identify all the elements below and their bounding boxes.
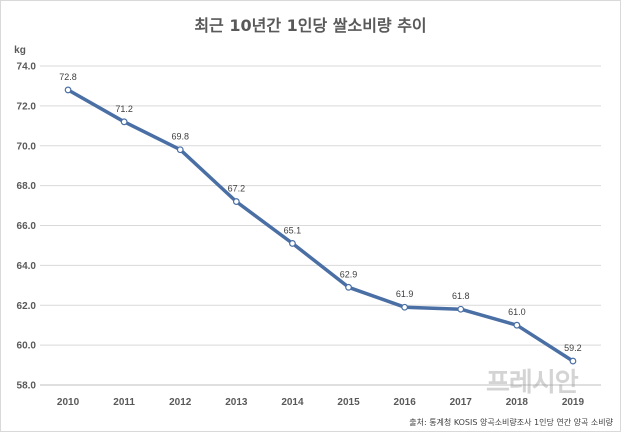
data-label: 71.2	[115, 104, 133, 114]
data-label: 59.2	[564, 343, 582, 353]
data-label: 61.8	[452, 291, 470, 301]
x-tick-label: 2015	[337, 397, 360, 408]
data-point	[176, 146, 184, 154]
y-tick-label: 62.0	[17, 301, 37, 312]
data-point	[401, 303, 409, 311]
x-tick-label: 2012	[169, 397, 192, 408]
x-tick-label: 2014	[281, 397, 304, 408]
x-tick-label: 2011	[113, 397, 135, 408]
source-note: 출처: 통계청 KOSIS 양곡소비량조사 1인당 연간 양곡 소비량	[409, 418, 613, 427]
data-point	[513, 321, 521, 329]
y-tick-label: 70.0	[17, 141, 37, 152]
data-label: 62.9	[340, 269, 358, 279]
data-point	[64, 86, 72, 94]
y-tick-label: 64.0	[17, 261, 37, 272]
data-label: 67.2	[228, 184, 246, 194]
data-point	[232, 198, 240, 205]
y-tick-label: 66.0	[17, 221, 37, 232]
y-tick-label: 74.0	[17, 62, 37, 73]
data-point	[345, 283, 352, 291]
x-tick-label: 2013	[225, 397, 248, 408]
series-line	[66, 88, 575, 363]
data-label: 72.8	[59, 72, 77, 82]
data-point	[569, 357, 577, 365]
x-tick-label: 2010	[57, 397, 80, 408]
y-tick-label: 60.0	[17, 341, 37, 352]
chart-title: 최근 10년간 1인당 쌀소비량 추이	[194, 16, 427, 35]
data-label: 61.0	[508, 307, 526, 317]
y-tick-label: 68.0	[17, 181, 37, 192]
data-point	[120, 118, 128, 126]
x-tick-label: 2016	[394, 397, 417, 408]
data-label: 65.1	[284, 225, 302, 235]
x-tick-label: 2017	[450, 397, 473, 408]
data-label: 61.9	[396, 289, 414, 299]
x-tick-label: 2019	[562, 397, 585, 408]
watermark-logo: 프레시안	[486, 368, 579, 398]
y-axis-unit: kg	[14, 45, 26, 56]
y-tick-label: 58.0	[17, 381, 37, 392]
data-label: 69.8	[171, 132, 189, 142]
data-point	[289, 240, 296, 247]
data-point	[457, 305, 465, 313]
x-tick-label: 2018	[506, 397, 529, 408]
y-tick-label: 72.0	[17, 101, 37, 112]
